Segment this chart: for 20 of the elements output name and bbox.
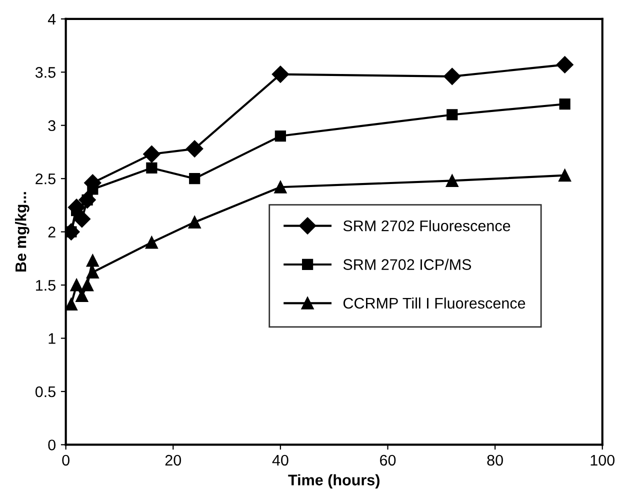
- x-tick-label: 60: [380, 454, 396, 466]
- y-tick-label: 1.5: [36, 280, 56, 291]
- x-tick-label: 20: [165, 454, 182, 466]
- y-tick-label: 2.5: [36, 173, 56, 184]
- y-tick-label: 3: [48, 120, 56, 132]
- legend-label: CCRMP Till I Fluorescence: [343, 297, 526, 309]
- x-tick-label: 100: [590, 454, 615, 466]
- legend-label: SRM 2702 Fluorescence: [343, 220, 510, 232]
- y-tick-label: 3.5: [35, 67, 56, 78]
- y-tick-label: 0.5: [35, 386, 56, 398]
- y-axis-title: Be mg/kg...: [15, 192, 30, 272]
- legend-label: SRM 2702 ICP/MS: [343, 258, 472, 270]
- x-tick-label: 80: [487, 454, 503, 466]
- y-tick-label: 2: [48, 226, 56, 238]
- x-axis-title: Time (hours): [288, 474, 380, 488]
- y-tick-label: 4: [48, 14, 56, 24]
- x-tick-label: 40: [272, 454, 288, 466]
- y-tick-label: 0: [48, 440, 56, 450]
- y-tick-label: 1: [48, 333, 56, 344]
- x-tick-label: 0: [62, 454, 70, 466]
